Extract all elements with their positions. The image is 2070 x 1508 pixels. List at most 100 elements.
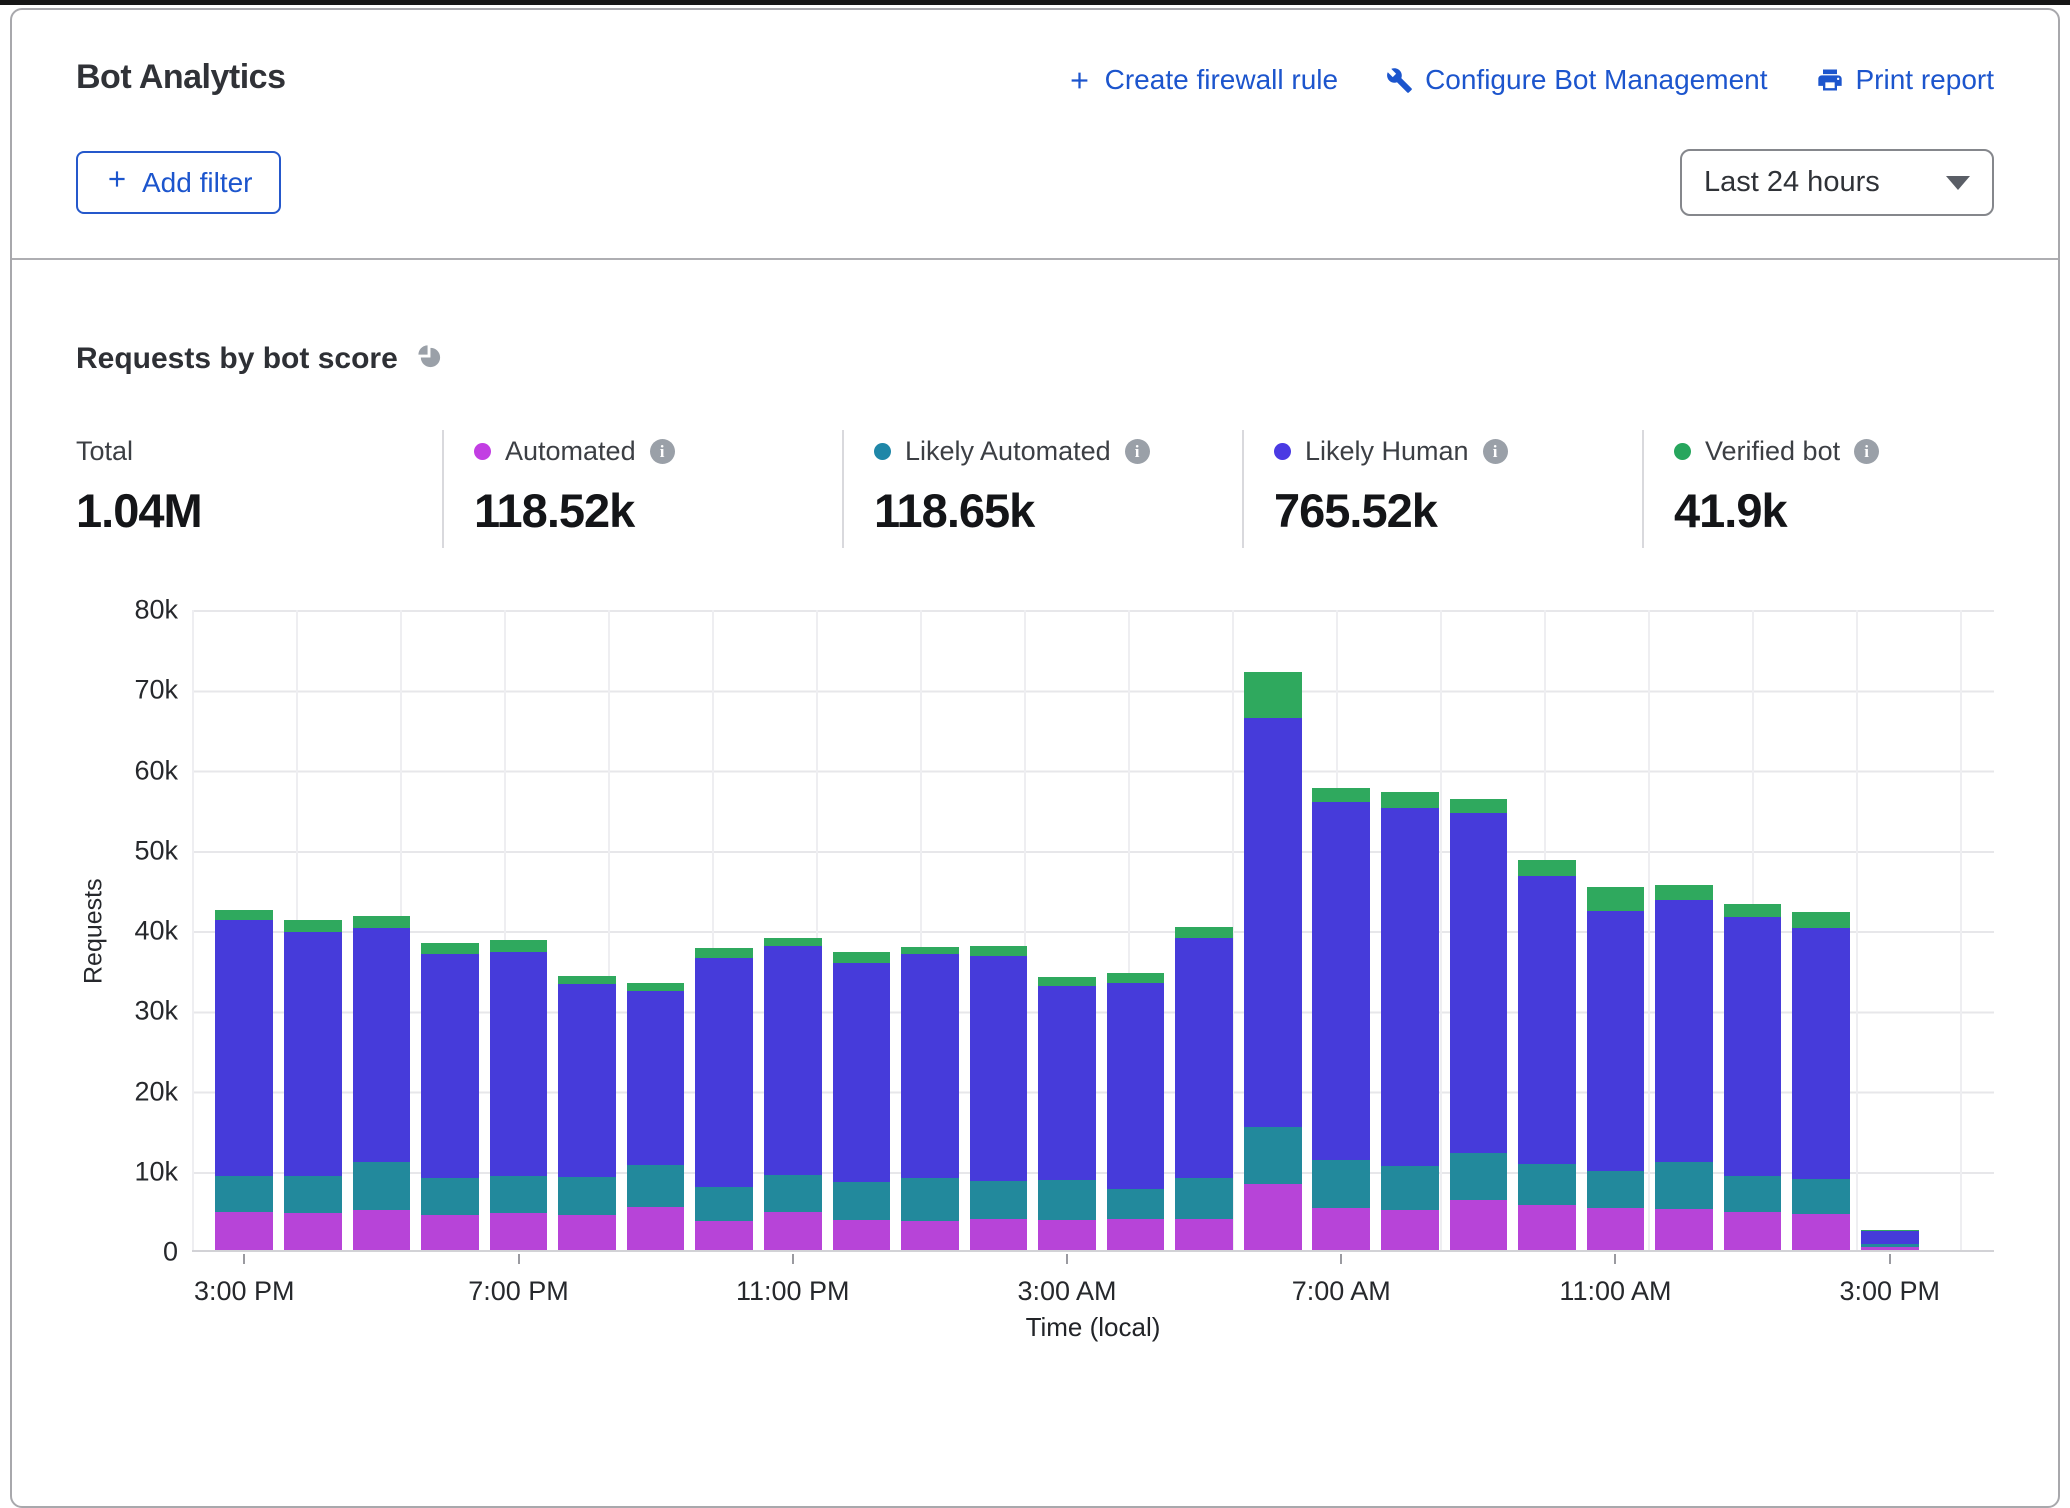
stacked-bar[interactable] (421, 610, 479, 1250)
bar-segment-automated[interactable] (626, 1206, 685, 1250)
bar-segment-automated[interactable] (1243, 1183, 1302, 1250)
bar-segment-automated[interactable] (969, 1218, 1028, 1250)
bar-segment-automated[interactable] (832, 1220, 891, 1250)
stacked-bar[interactable] (1860, 610, 1919, 1250)
bar-segment-likely-human[interactable] (1586, 910, 1645, 1171)
bar-segment-likely-human[interactable] (1518, 875, 1576, 1165)
bar-segment-automated[interactable] (901, 1221, 959, 1250)
bar-segment-likely-automated[interactable] (421, 1178, 479, 1215)
bar-segment-likely-human[interactable] (626, 990, 685, 1166)
bar-segment-likely-automated[interactable] (1312, 1160, 1371, 1209)
stacked-bar[interactable] (352, 610, 411, 1250)
bar-segment-likely-human[interactable] (215, 919, 274, 1177)
bar-segment-automated[interactable] (1792, 1214, 1850, 1250)
bar-segment-likely-human[interactable] (763, 946, 822, 1175)
configure-bot-management-link[interactable]: Configure Bot Management (1386, 64, 1768, 96)
bar-segment-likely-automated[interactable] (1586, 1170, 1645, 1208)
bar-segment-verified-bot[interactable] (832, 952, 891, 963)
bar-segment-automated[interactable] (1381, 1210, 1439, 1250)
bar-segment-likely-automated[interactable] (969, 1181, 1028, 1219)
stacked-bar[interactable] (1106, 610, 1165, 1250)
stacked-bar[interactable] (1655, 610, 1713, 1250)
bar-segment-likely-human[interactable] (1312, 802, 1371, 1161)
bar-segment-automated[interactable] (1860, 1246, 1919, 1250)
bar-segment-likely-automated[interactable] (1792, 1178, 1850, 1214)
bar-segment-likely-human[interactable] (901, 954, 959, 1179)
bar-segment-likely-automated[interactable] (1655, 1162, 1713, 1210)
bar-segment-verified-bot[interactable] (1518, 859, 1576, 876)
bar-segment-likely-automated[interactable] (558, 1177, 616, 1215)
stacked-bar[interactable] (1381, 610, 1439, 1250)
bar-segment-verified-bot[interactable] (901, 946, 959, 955)
stacked-bar[interactable] (1586, 610, 1645, 1250)
stacked-bar[interactable] (969, 610, 1028, 1250)
bar-segment-likely-automated[interactable] (1038, 1179, 1096, 1220)
stacked-bar[interactable] (763, 610, 822, 1250)
bar-segment-verified-bot[interactable] (1175, 926, 1233, 939)
bar-segment-automated[interactable] (1175, 1218, 1233, 1250)
bar-segment-likely-automated[interactable] (284, 1175, 342, 1214)
bar-segment-likely-automated[interactable] (1723, 1176, 1782, 1213)
info-icon[interactable]: i (1124, 439, 1150, 464)
bar-segment-likely-human[interactable] (695, 958, 753, 1187)
stacked-bar[interactable] (284, 610, 342, 1250)
bar-segment-verified-bot[interactable] (626, 982, 685, 991)
bar-segment-automated[interactable] (1655, 1209, 1713, 1250)
bar-segment-likely-automated[interactable] (1518, 1164, 1576, 1206)
bar-segment-automated[interactable] (421, 1214, 479, 1250)
bar-segment-verified-bot[interactable] (215, 910, 274, 920)
bar-segment-likely-automated[interactable] (832, 1182, 891, 1221)
info-icon[interactable]: i (649, 439, 675, 464)
bar-segment-likely-human[interactable] (1243, 718, 1302, 1127)
bar-segment-likely-human[interactable] (832, 962, 891, 1183)
bar-segment-verified-bot[interactable] (763, 938, 822, 947)
bar-segment-verified-bot[interactable] (1655, 885, 1713, 901)
info-icon[interactable]: i (1482, 439, 1508, 464)
bar-segment-automated[interactable] (1106, 1218, 1165, 1250)
bar-segment-likely-automated[interactable] (1860, 1244, 1919, 1247)
bar-segment-verified-bot[interactable] (1449, 798, 1508, 814)
bar-segment-likely-automated[interactable] (352, 1162, 411, 1210)
stacked-bar[interactable] (1038, 610, 1096, 1250)
stacked-bar[interactable] (1518, 610, 1576, 1250)
bar-segment-likely-automated[interactable] (901, 1178, 959, 1222)
stacked-bar[interactable] (215, 610, 274, 1250)
bar-segment-automated[interactable] (1586, 1207, 1645, 1250)
bar-segment-verified-bot[interactable] (1106, 973, 1165, 983)
bar-segment-verified-bot[interactable] (1312, 788, 1371, 803)
bar-segment-automated[interactable] (695, 1221, 753, 1250)
stacked-bar[interactable] (1175, 610, 1233, 1250)
bar-segment-automated[interactable] (352, 1210, 411, 1250)
bar-segment-automated[interactable] (1723, 1212, 1782, 1250)
bar-segment-likely-human[interactable] (1655, 900, 1713, 1163)
bar-segment-likely-automated[interactable] (1243, 1126, 1302, 1184)
stacked-bar[interactable] (695, 610, 753, 1250)
bar-segment-verified-bot[interactable] (969, 946, 1028, 957)
bar-segment-verified-bot[interactable] (695, 948, 753, 959)
bar-segment-automated[interactable] (1518, 1205, 1576, 1250)
stacked-bar[interactable] (832, 610, 891, 1250)
stacked-bar[interactable] (1312, 610, 1371, 1250)
bar-segment-automated[interactable] (558, 1214, 616, 1250)
bar-segment-likely-human[interactable] (489, 951, 548, 1176)
bar-segment-likely-human[interactable] (1792, 927, 1850, 1179)
bar-segment-verified-bot[interactable] (421, 942, 479, 955)
bar-segment-likely-automated[interactable] (626, 1165, 685, 1207)
stacked-bar[interactable] (626, 610, 685, 1250)
bar-segment-likely-automated[interactable] (763, 1174, 822, 1213)
bar-segment-likely-human[interactable] (969, 956, 1028, 1182)
stacked-bar[interactable] (1243, 610, 1302, 1250)
add-filter-button[interactable]: Add filter (76, 151, 281, 214)
bar-segment-verified-bot[interactable] (1381, 791, 1439, 808)
bar-segment-likely-automated[interactable] (215, 1176, 274, 1213)
stacked-bar[interactable] (1449, 610, 1508, 1250)
bar-segment-likely-human[interactable] (1381, 807, 1439, 1166)
bar-segment-likely-automated[interactable] (695, 1186, 753, 1222)
bar-segment-verified-bot[interactable] (1860, 1230, 1919, 1231)
bar-segment-verified-bot[interactable] (352, 916, 411, 929)
bar-segment-verified-bot[interactable] (558, 975, 616, 985)
bar-segment-likely-human[interactable] (1449, 813, 1508, 1154)
stacked-bar[interactable] (558, 610, 616, 1250)
bar-segment-automated[interactable] (284, 1213, 342, 1250)
bar-segment-automated[interactable] (1449, 1200, 1508, 1250)
